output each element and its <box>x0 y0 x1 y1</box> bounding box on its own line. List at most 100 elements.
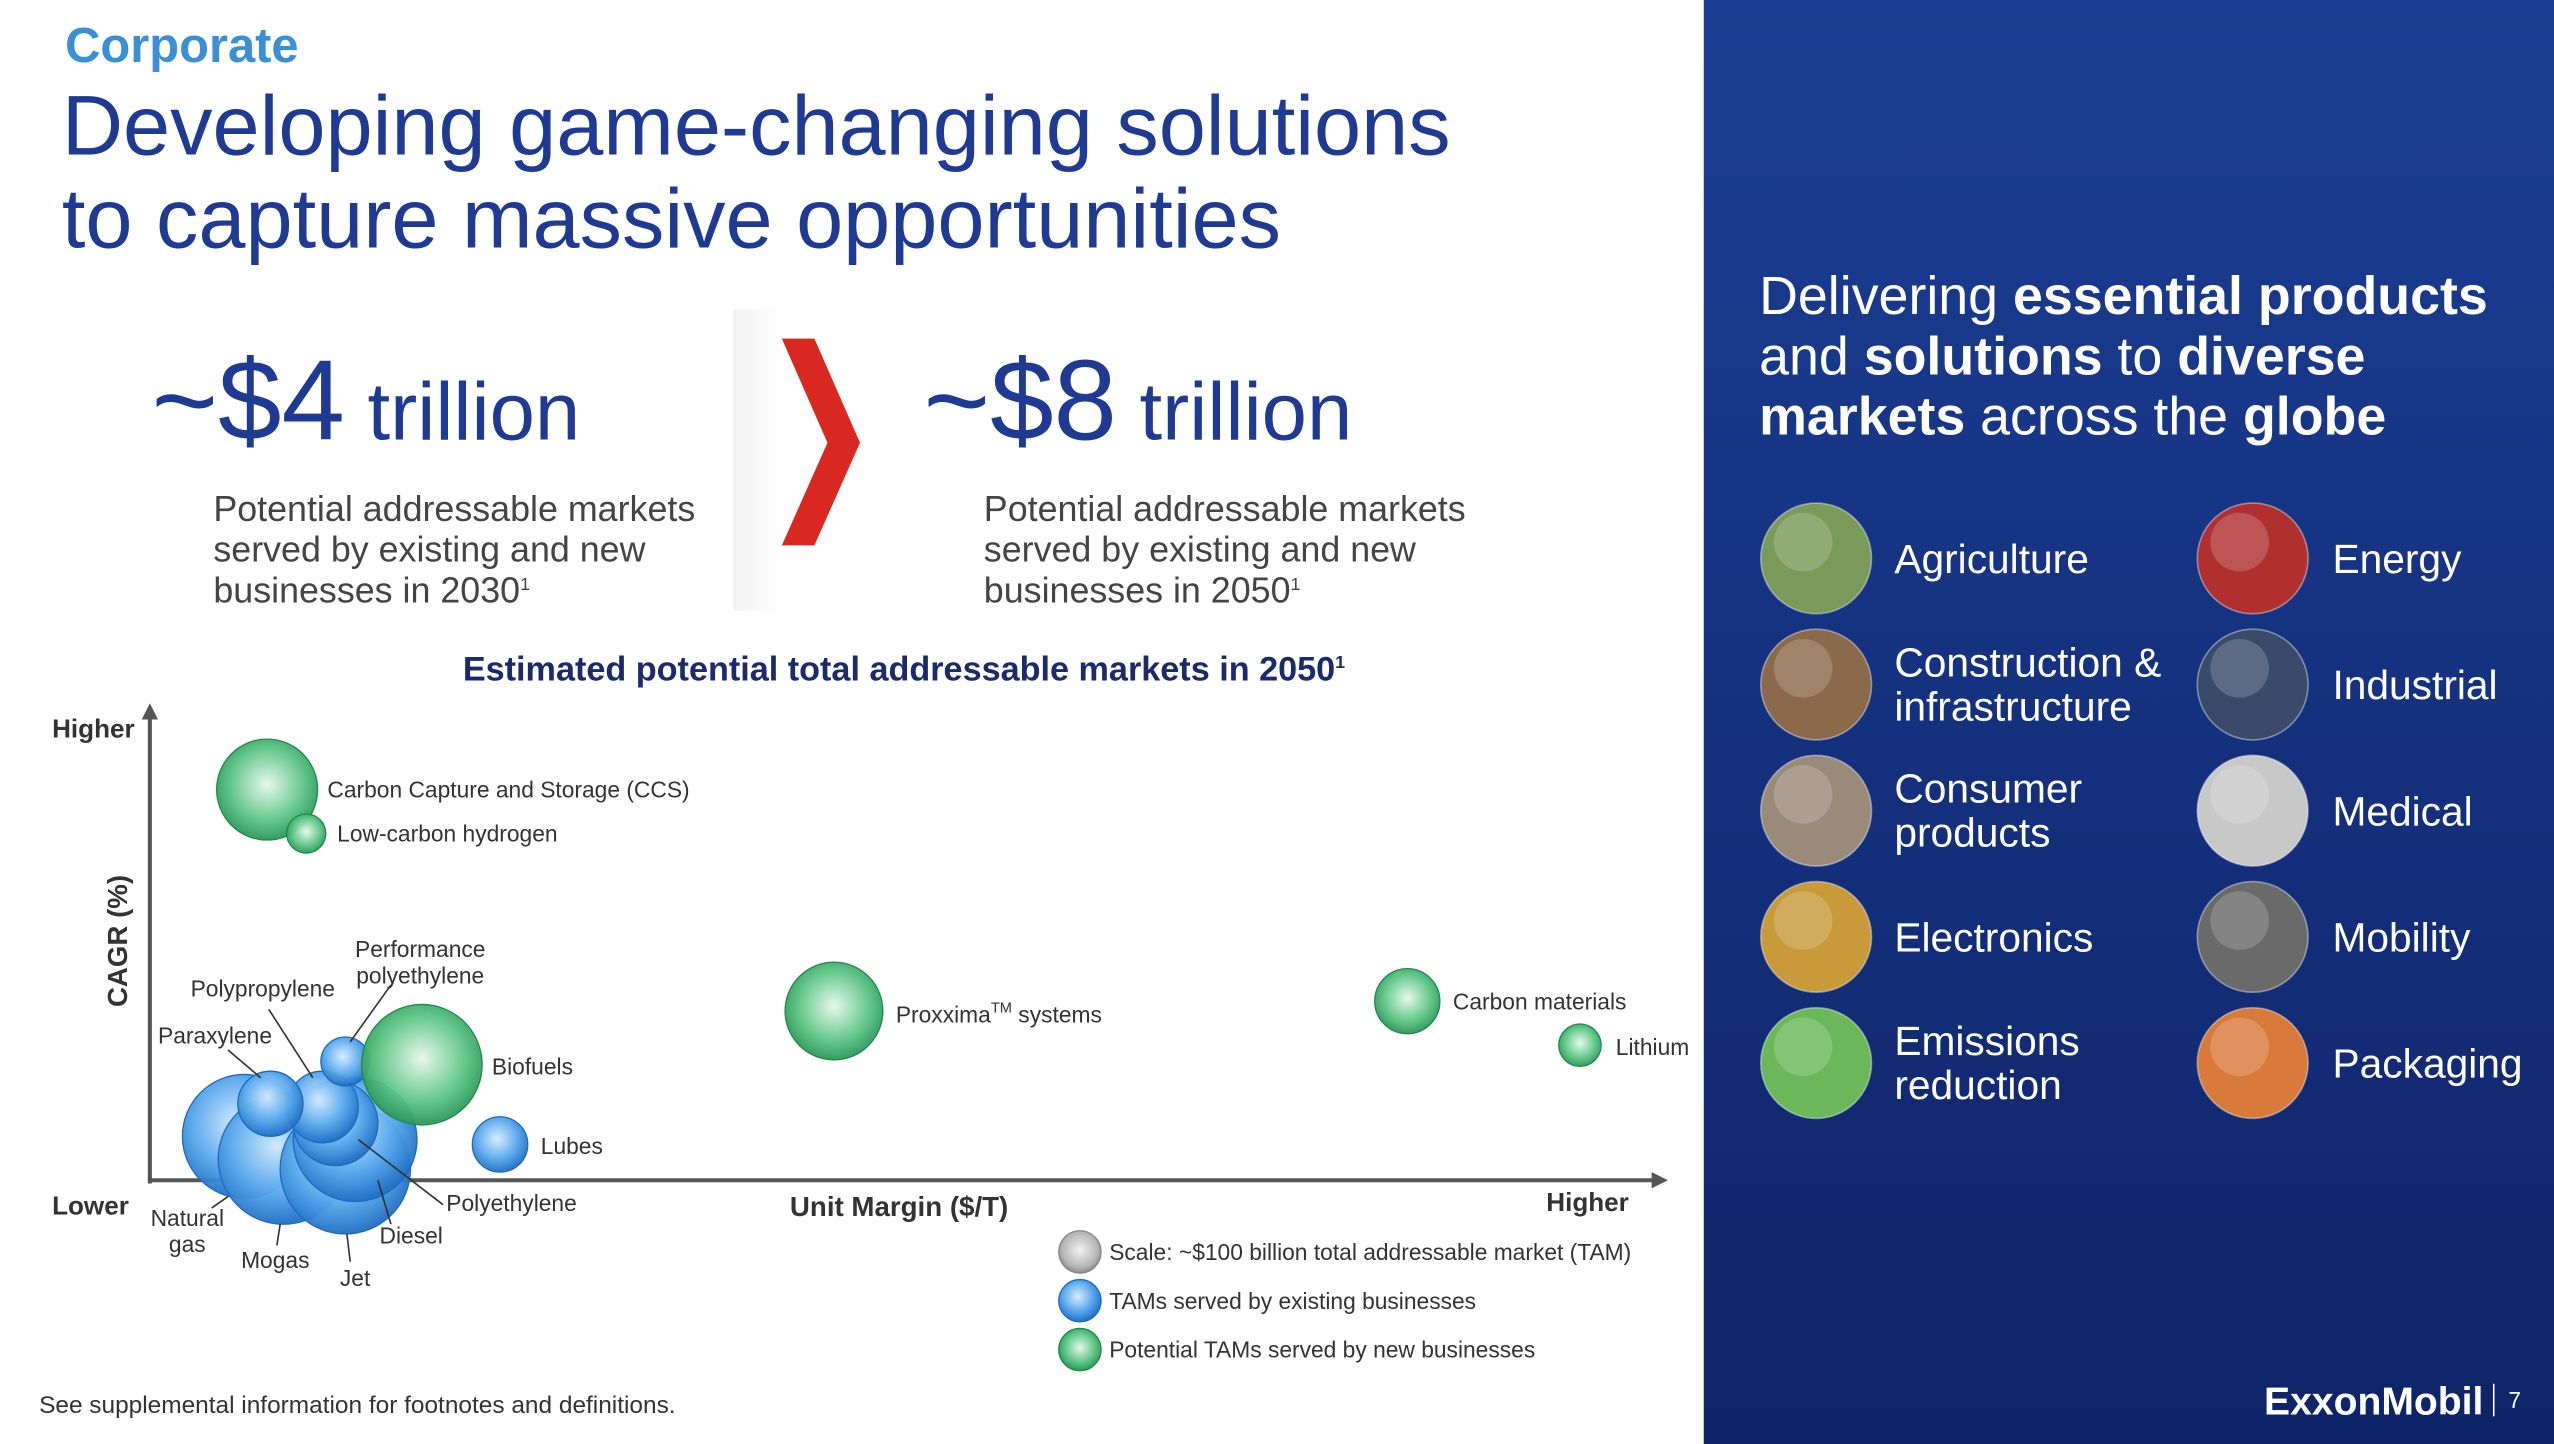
legend-label: TAMs served by existing businesses <box>1109 1288 1476 1314</box>
footnote-mark: 1 <box>520 574 530 594</box>
bubble-label: Natural <box>151 1205 224 1231</box>
x-axis-label: Unit Margin ($/T) <box>790 1191 1008 1222</box>
bubble-label: Polypropylene <box>191 975 335 1001</box>
label-sup: TM <box>991 1001 1012 1017</box>
bubble-label: Biofuels <box>492 1053 573 1079</box>
headline-run: essential products <box>2013 266 2488 326</box>
market-label: products <box>1894 810 2050 856</box>
headline-run: markets <box>1759 387 1965 447</box>
leader-line <box>349 984 392 1043</box>
stat-space <box>1117 367 1140 458</box>
market-label: Energy <box>2332 536 2462 582</box>
chevron-shadow <box>732 309 782 611</box>
market-label: Emissions <box>1894 1018 2079 1064</box>
market-photo <box>1759 880 1873 994</box>
y-axis-low: Lower <box>52 1190 129 1220</box>
x-axis-high: Higher <box>1546 1187 1629 1217</box>
bubble <box>360 1003 483 1126</box>
headline-run: across the <box>1965 387 2243 447</box>
bubble-label: Carbon Capture and Storage (CCS) <box>327 777 689 803</box>
bubble-label: gas <box>169 1231 206 1257</box>
headline-run: and <box>1759 326 1864 386</box>
legend-swatch <box>1058 1230 1102 1274</box>
logo: ExxonMobil <box>2264 1381 2483 1424</box>
market-label: Consumer <box>1894 766 2082 812</box>
market-label: Medical <box>2332 788 2472 834</box>
market-photo-shade <box>1773 1017 1833 1077</box>
legend-swatch <box>1058 1327 1102 1372</box>
stat-description: served by existing and new <box>984 530 1416 570</box>
bubble <box>1374 967 1441 1035</box>
side-headline: markets across the globe <box>1759 387 2386 447</box>
bubble-label: Mogas <box>241 1247 309 1273</box>
bubble-label: Polyethylene <box>446 1190 576 1216</box>
market-label: Electronics <box>1894 915 2093 961</box>
bubble-label: Low-carbon hydrogen <box>337 821 557 847</box>
bubble-label: polyethylene <box>356 962 484 988</box>
market-photo-shade <box>1773 638 1833 698</box>
market-label: Construction & <box>1894 639 2161 685</box>
leader-line <box>377 1180 392 1225</box>
market-photo <box>2196 628 2309 741</box>
title: Developing game-changing solutions <box>62 78 1451 173</box>
market-photo-shade <box>1773 891 1833 950</box>
stat-description: Potential addressable markets <box>984 489 1466 529</box>
market-photo <box>1759 628 1873 741</box>
stat-description: businesses in 20301 <box>213 570 530 610</box>
label-part: Proxxima <box>896 1001 991 1027</box>
bubble-label: Paraxylene <box>158 1023 272 1049</box>
bubble <box>237 1070 304 1137</box>
label-part: systems <box>1012 1001 1102 1027</box>
headline-run: solutions <box>1864 326 2103 386</box>
side-headline: and solutions to diverse <box>1759 326 2365 386</box>
bubble <box>1558 1023 1602 1067</box>
market-photo-shade <box>1773 512 1833 572</box>
market-photo <box>2196 1006 2309 1120</box>
stat-amount: ~$4 <box>151 338 344 465</box>
stat-description: served by existing and new <box>213 530 645 570</box>
chevron <box>781 338 861 546</box>
market-photo <box>2196 754 2309 867</box>
bubble-label: Diesel <box>380 1223 443 1249</box>
headline-run: diverse <box>2177 326 2365 386</box>
footnote-mark: 1 <box>1335 652 1345 672</box>
headline-run: globe <box>2243 387 2386 447</box>
market-label: infrastructure <box>1894 683 2132 729</box>
market-label: Packaging <box>2332 1041 2522 1087</box>
market-photo-shade <box>2210 1017 2269 1077</box>
stat-description: businesses in 20501 <box>984 570 1301 610</box>
leader-line <box>227 1049 262 1079</box>
bubble <box>215 738 319 841</box>
y-axis-label: CAGR (%) <box>102 875 133 1007</box>
bubble <box>286 813 327 854</box>
chart-title: Estimated potential total addressable ma… <box>463 650 1345 688</box>
bubble-label: Lithium <box>1616 1034 1689 1060</box>
market-photo-shade <box>2210 891 2269 950</box>
market-label: Agriculture <box>1894 536 2089 582</box>
stat-unit: trillion <box>367 367 580 458</box>
stat-space <box>345 367 368 458</box>
market-label: Mobility <box>2332 915 2471 961</box>
footnote-mark: 1 <box>1291 574 1301 594</box>
leader-line <box>211 1195 229 1209</box>
title: to capture massive opportunities <box>62 170 1281 265</box>
page-number: 7 <box>2508 1387 2521 1413</box>
stat-value: ~$8 trillion <box>924 338 1353 465</box>
leader-line <box>346 1233 352 1262</box>
leader-line <box>268 1008 314 1079</box>
side-headline: Delivering essential products <box>1759 266 2488 326</box>
leader-line <box>276 1224 281 1246</box>
stat-value: ~$4 trillion <box>151 338 580 465</box>
bubble-label: ProxximaTM systems <box>896 1001 1102 1028</box>
x-arrow <box>1651 1172 1668 1189</box>
market-label: reduction <box>1894 1062 2061 1108</box>
y-arrow <box>141 703 158 720</box>
bubble-label: Carbon materials <box>1453 988 1627 1014</box>
market-photo <box>1759 502 1873 615</box>
stat-description: Potential addressable markets <box>213 489 695 529</box>
headline-run: to <box>2103 326 2178 386</box>
market-photo <box>1759 754 1873 867</box>
section-label: Corporate <box>65 19 298 73</box>
